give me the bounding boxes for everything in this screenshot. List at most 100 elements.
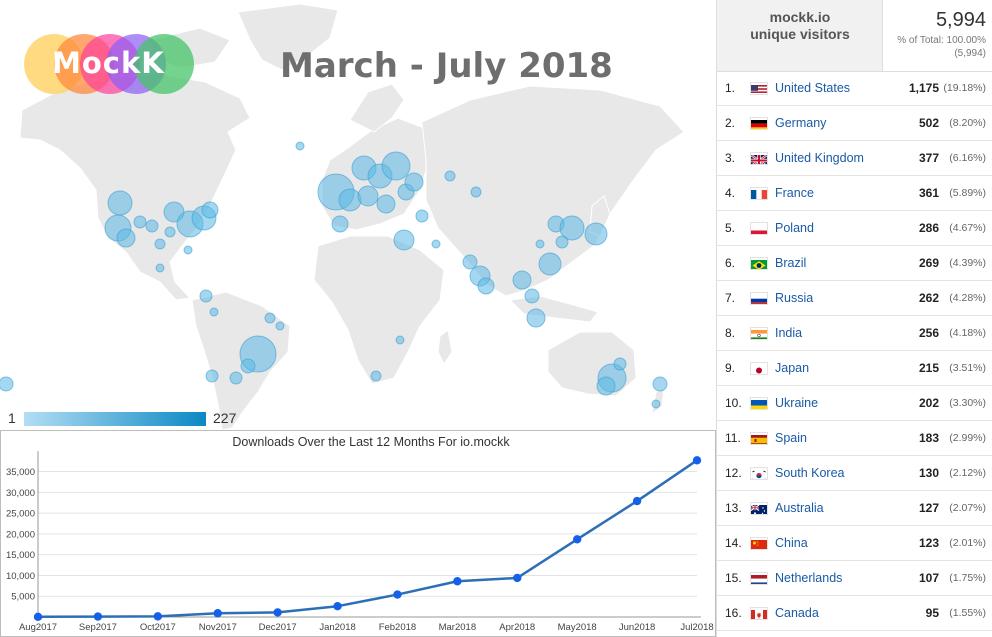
country-link[interactable]: Russia — [775, 291, 814, 305]
x-tick-label: Nov2017 — [199, 622, 237, 633]
visitor-bubble — [295, 141, 305, 151]
table-row: 3. United Kingdom 377 (6.16%) — [717, 141, 992, 176]
visitor-percent: (2.99%) — [949, 432, 986, 444]
landmass-africa — [313, 235, 445, 385]
country-link[interactable]: Germany — [775, 116, 827, 130]
cn-flag-icon — [751, 538, 767, 549]
visitor-count: 183 — [918, 431, 939, 445]
data-point — [572, 535, 582, 544]
x-tick-label: Aug2017 — [19, 622, 57, 633]
country-link[interactable]: Poland — [775, 221, 814, 235]
visitor-bubble — [264, 312, 276, 324]
fr-flag-icon — [751, 188, 767, 199]
visitor-bubble — [229, 371, 243, 385]
visitor-bubble — [652, 376, 668, 392]
legend-min-label: 1 — [8, 410, 16, 426]
downloads-chart: Downloads Over the Last 12 Months For io… — [6, 435, 714, 633]
landmass-north-america — [19, 73, 251, 301]
visitor-bubble — [155, 263, 165, 273]
visitor-bubble — [133, 215, 147, 229]
visitor-bubbles — [0, 141, 668, 409]
ca-flag-icon — [751, 608, 767, 619]
pl-flag-icon — [751, 223, 767, 234]
country-link[interactable]: France — [775, 186, 814, 200]
landmass-scandinavia — [349, 83, 405, 133]
x-tick-label: Jun2018 — [619, 622, 655, 633]
visitor-bubble — [376, 194, 396, 214]
visitor-bubble — [444, 170, 456, 182]
visitor-count: 202 — [918, 396, 939, 410]
country-link[interactable]: Canada — [775, 606, 819, 620]
row-rank: 14. — [725, 536, 742, 550]
visitor-bubble — [240, 358, 256, 374]
country-link[interactable]: China — [775, 536, 808, 550]
visitor-bubble — [164, 226, 176, 238]
x-tick-label: Oct2017 — [140, 622, 176, 633]
landmass-greenland — [237, 3, 339, 71]
metric-name: mockk.io unique visitors — [750, 9, 850, 42]
us-flag-icon — [751, 83, 767, 94]
visitor-percent: (4.18%) — [949, 327, 986, 339]
visitor-bubble — [596, 376, 616, 396]
country-link[interactable]: Japan — [775, 361, 810, 375]
visitor-bubble — [524, 288, 540, 304]
nl-flag-icon — [751, 573, 767, 584]
row-rank: 7. — [725, 291, 736, 305]
y-tick-label: 10,000 — [6, 571, 35, 582]
visitor-bubble — [338, 188, 362, 212]
row-rank: 15. — [725, 571, 742, 585]
y-tick-label: 25,000 — [6, 509, 35, 520]
country-link[interactable]: South Korea — [775, 466, 845, 480]
row-rank: 11. — [725, 431, 741, 445]
color-scale-bar — [24, 412, 206, 426]
world-map[interactable] — [0, 0, 716, 430]
table-row: 11. Spain 183 (2.99%) — [717, 421, 992, 456]
visitor-bubble — [462, 254, 478, 270]
table-row: 12. South Korea 130 (2.12%) — [717, 456, 992, 491]
x-tick-label: Jan2018 — [319, 622, 355, 633]
country-link[interactable]: Netherlands — [775, 571, 843, 585]
chart-title: Downloads Over the Last 12 Months For io… — [232, 435, 510, 449]
country-link[interactable]: Brazil — [775, 256, 807, 270]
visitor-percent: (8.20%) — [949, 117, 986, 129]
data-point — [333, 601, 342, 611]
logo-circles — [24, 34, 194, 94]
legend-max-label: 227 — [213, 410, 237, 426]
metric-column-header[interactable]: mockk.io unique visitors — [717, 0, 883, 71]
row-rank: 2. — [725, 116, 736, 130]
country-link[interactable]: United States — [775, 81, 851, 95]
world-map-panel: MockK March - July 2018 1 227 — [0, 0, 716, 430]
data-point — [692, 456, 702, 465]
table-row: 4. France 361 (5.89%) — [717, 176, 992, 211]
visitor-percent: (3.51%) — [949, 362, 986, 374]
x-tick-label: Mar2018 — [439, 622, 477, 633]
table-header: mockk.io unique visitors 5,994 % of Tota… — [717, 0, 992, 72]
series-line — [37, 459, 698, 619]
row-rank: 4. — [725, 186, 736, 200]
row-rank: 10. — [725, 396, 742, 410]
visitor-bubble — [116, 228, 136, 248]
country-link[interactable]: Ukraine — [775, 396, 819, 410]
visitor-bubble — [415, 209, 429, 223]
visitor-bubble — [395, 335, 405, 345]
visitor-bubble — [370, 370, 382, 382]
country-link[interactable]: Australia — [775, 501, 824, 515]
country-link[interactable]: Spain — [775, 431, 807, 445]
visitor-bubble — [535, 239, 545, 249]
visitor-bubble — [357, 185, 379, 207]
in-flag-icon — [751, 328, 767, 339]
country-link[interactable]: India — [775, 326, 803, 340]
y-tick-label: 30,000 — [6, 488, 35, 499]
table-row: 7. Russia 262 (4.28%) — [717, 281, 992, 316]
visitors-table: mockk.io unique visitors 5,994 % of Tota… — [716, 0, 992, 637]
total-absolute: (5,994) — [954, 48, 986, 59]
table-row: 13. Australia 127 (2.07%) — [717, 491, 992, 526]
visitor-count: 269 — [918, 256, 939, 270]
country-link[interactable]: United Kingdom — [775, 151, 864, 165]
data-point — [153, 612, 163, 621]
visitor-bubble — [512, 270, 532, 290]
table-row: 8. India 256 (4.18%) — [717, 316, 992, 351]
visitor-bubble — [275, 321, 285, 331]
visitor-bubble — [404, 172, 424, 192]
data-point — [33, 612, 43, 621]
